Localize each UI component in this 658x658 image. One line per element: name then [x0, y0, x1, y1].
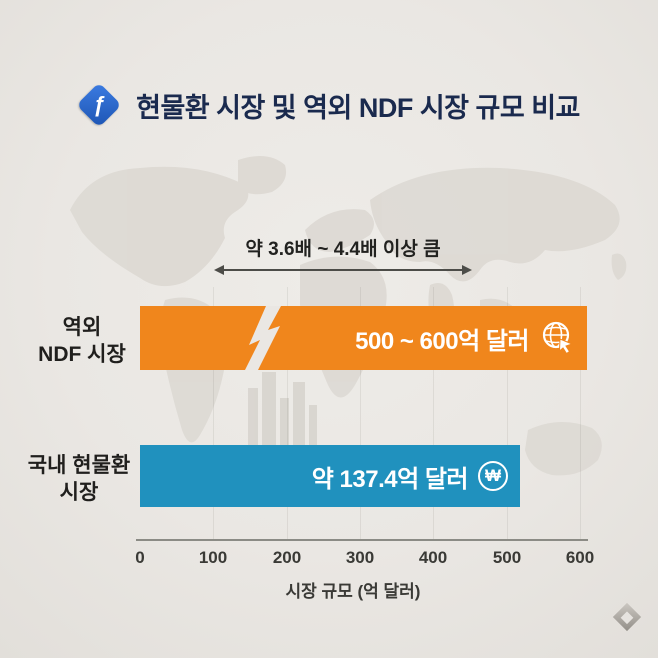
- x-tick-label: 200: [272, 548, 302, 567]
- arrow-right-head-icon: [462, 265, 472, 275]
- x-axis-line: [136, 539, 588, 541]
- gridline: [580, 287, 581, 540]
- gridline: [507, 287, 508, 540]
- x-tick-label: 600: [565, 548, 595, 567]
- won-icon: ₩: [478, 461, 508, 491]
- x-tick-label: 400: [418, 548, 448, 567]
- x-tick-label: 100: [198, 548, 228, 567]
- x-tick-label: 0: [135, 548, 145, 567]
- category-label-spot-line2: 시장: [59, 481, 99, 505]
- x-tick-label: 500: [492, 548, 522, 567]
- range-arrow: [214, 264, 472, 276]
- ratio-annotation: 약 3.6배 ~ 4.4배 이상 큼: [245, 239, 441, 260]
- city-skyline-watermark: [248, 372, 317, 446]
- gridline: [360, 287, 361, 540]
- bar-ndf-value: 500 ~ 600억 달러: [355, 327, 529, 355]
- brand-logo-icon: ƒ: [76, 82, 122, 128]
- bar-spot-value: 약 137.4억 달러: [311, 465, 469, 493]
- logo-diamond-shape: ƒ: [76, 82, 122, 128]
- header: ƒ 현물환 시장 및 역외 NDF 시장 규모 비교: [0, 82, 658, 128]
- arrow-line: [224, 269, 462, 271]
- axis-break-icon: [245, 306, 281, 370]
- globe-cursor-icon: [542, 321, 574, 355]
- gridline: [213, 287, 214, 540]
- x-tick-label: 300: [345, 548, 375, 567]
- bar-spot-value-group: 약 137.4억 달러 ₩: [312, 445, 520, 507]
- bar-ndf-value-group: 500 ~ 600억 달러: [355, 306, 587, 370]
- category-label-ndf: 역외 NDF 시장: [26, 314, 138, 369]
- category-label-ndf-line2: NDF 시장: [38, 343, 126, 367]
- gridline: [287, 287, 288, 540]
- arrow-left-head-icon: [214, 265, 224, 275]
- x-axis-title: 시장 규모 (억 달러): [285, 582, 421, 601]
- gridline: [433, 287, 434, 540]
- category-label-spot-line1: 국내 현물환: [27, 454, 131, 477]
- page-title: 현물환 시장 및 역외 NDF 시장 규모 비교: [136, 92, 580, 123]
- category-label-spot: 국내 현물환 시장: [20, 452, 138, 507]
- bar-spot: 약 137.4억 달러 ₩: [140, 445, 520, 507]
- bar-ndf: 500 ~ 600억 달러: [140, 306, 587, 370]
- logo-glyph: ƒ: [92, 92, 106, 117]
- brand-diamond-inner: [620, 610, 634, 624]
- category-label-ndf-line1: 역외: [62, 316, 102, 339]
